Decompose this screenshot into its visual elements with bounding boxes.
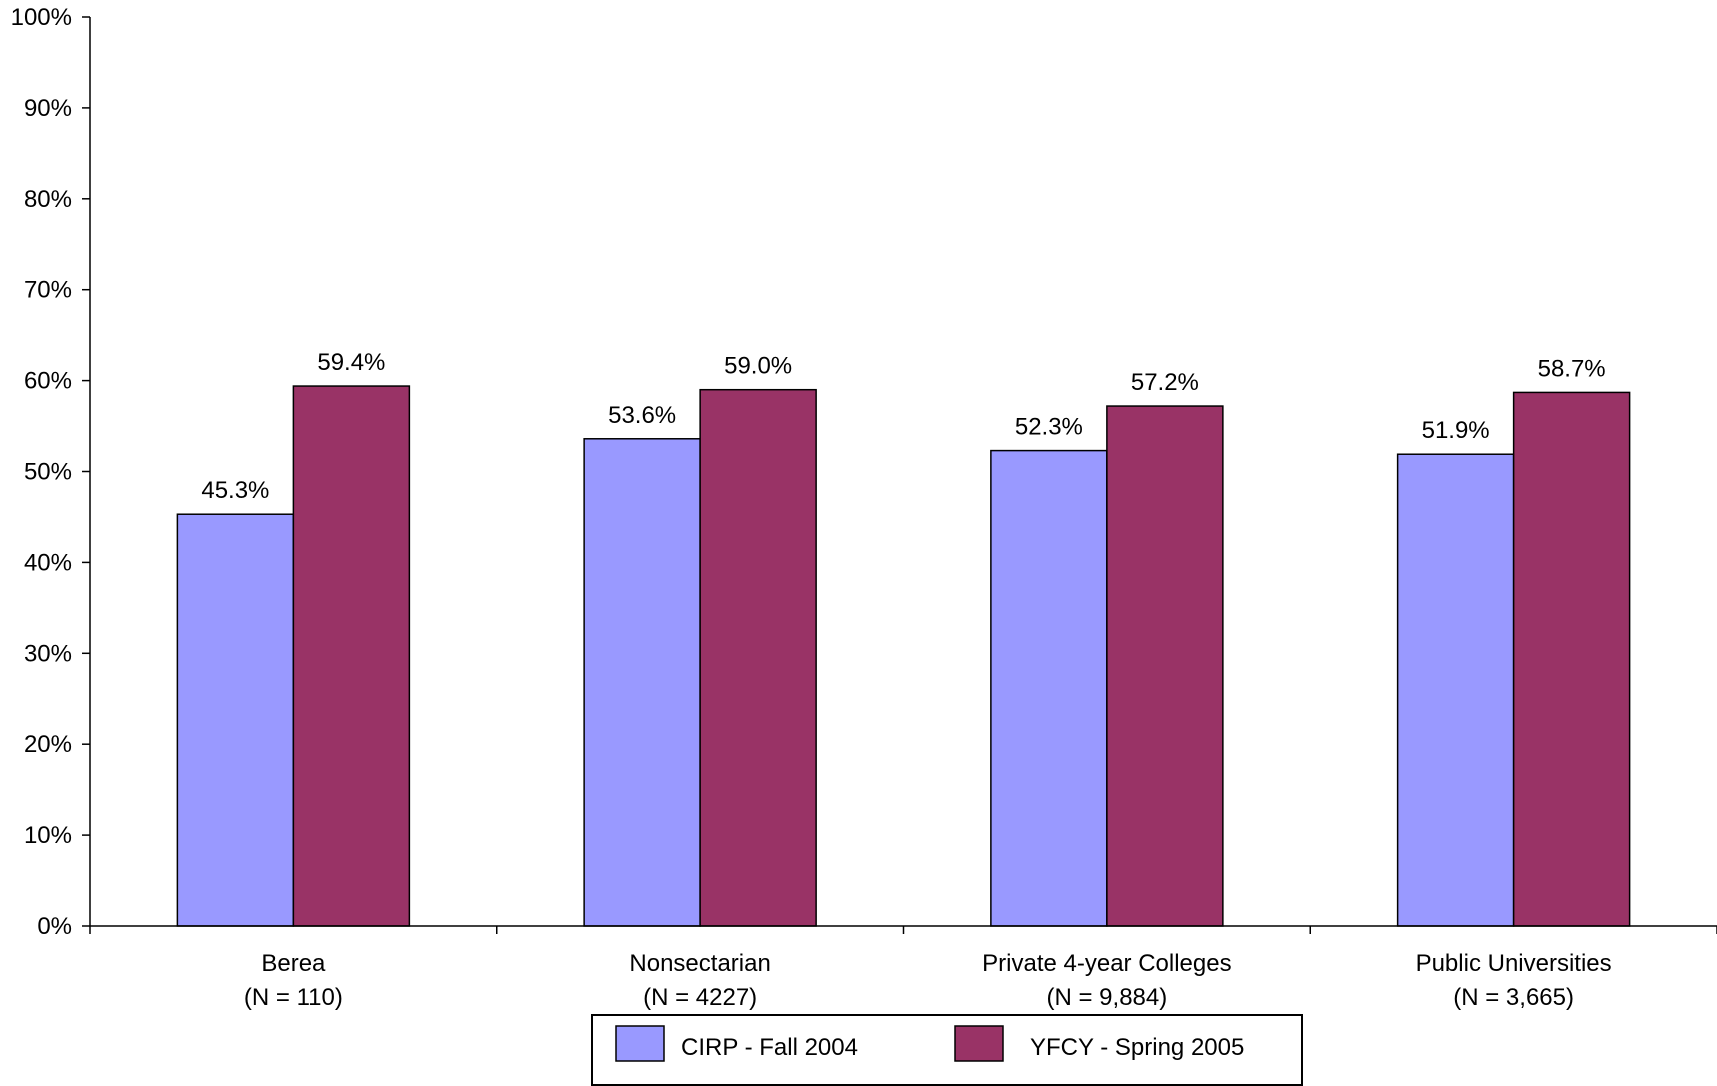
bar-yfcy — [292, 385, 411, 927]
category-label: Public Universities — [1416, 950, 1612, 977]
bar-yfcy — [699, 388, 817, 927]
y-tick-label: 10% — [24, 822, 72, 849]
category-n-label: (N = 110) — [244, 984, 343, 1011]
data-label: 59.0% — [724, 353, 792, 380]
bars — [176, 385, 1631, 927]
data-label: 45.3% — [201, 477, 269, 504]
y-tick-label: 100% — [11, 4, 72, 31]
bar-cirp — [1396, 453, 1515, 927]
category-label: Berea — [261, 950, 326, 977]
bar-cirp — [583, 438, 701, 927]
data-label: 53.6% — [608, 402, 676, 429]
legend-box — [591, 1014, 1303, 1086]
bar-yfcy — [1106, 405, 1224, 927]
y-tick-label: 50% — [24, 459, 72, 486]
y-axis: 0% 10% 20% 30% 40% 50% 60% 70% 80% 90% 100% — [11, 4, 91, 940]
category-label: Private 4-year Colleges — [982, 950, 1231, 977]
category-n-label: (N = 4227) — [643, 984, 757, 1011]
bar-yfcy — [1512, 391, 1631, 927]
legend-label-cirp: CIRP - Fall 2004 — [681, 1034, 858, 1061]
legend-swatch-yfcy — [954, 1025, 1004, 1062]
x-axis: Berea (N = 110) Nonsectarian (N = 4227) Priv… — [89, 925, 1717, 1011]
bar-cirp — [176, 513, 295, 927]
data-label: 52.3% — [1015, 414, 1083, 441]
category-n-label: (N = 3,665) — [1453, 984, 1574, 1011]
data-labels: 45.3% 59.4% 53.6% 59.0% 52.3% 57.2% 51.9% 58.7% — [201, 349, 1605, 504]
legend: CIRP - Fall 2004 YFCY - Spring 2005 — [591, 1014, 1303, 1086]
y-tick-label: 90% — [24, 95, 72, 122]
y-tick-label: 80% — [24, 186, 72, 213]
y-tick-label: 40% — [24, 549, 72, 576]
bar-cirp — [990, 449, 1108, 927]
data-label: 59.4% — [317, 349, 385, 376]
y-tick-label: 60% — [24, 368, 72, 395]
y-tick-label: 20% — [24, 731, 72, 758]
y-tick-label: 0% — [37, 913, 72, 940]
legend-swatch-cirp — [615, 1025, 665, 1062]
category-label: Nonsectarian — [629, 950, 770, 977]
legend-label-yfcy: YFCY - Spring 2005 — [1030, 1034, 1244, 1061]
y-tick-label: 30% — [24, 640, 72, 667]
y-tick-label: 70% — [24, 277, 72, 304]
data-label: 58.7% — [1538, 355, 1606, 382]
data-label: 57.2% — [1131, 369, 1199, 396]
category-n-label: (N = 9,884) — [1047, 984, 1168, 1011]
data-label: 51.9% — [1422, 417, 1490, 444]
